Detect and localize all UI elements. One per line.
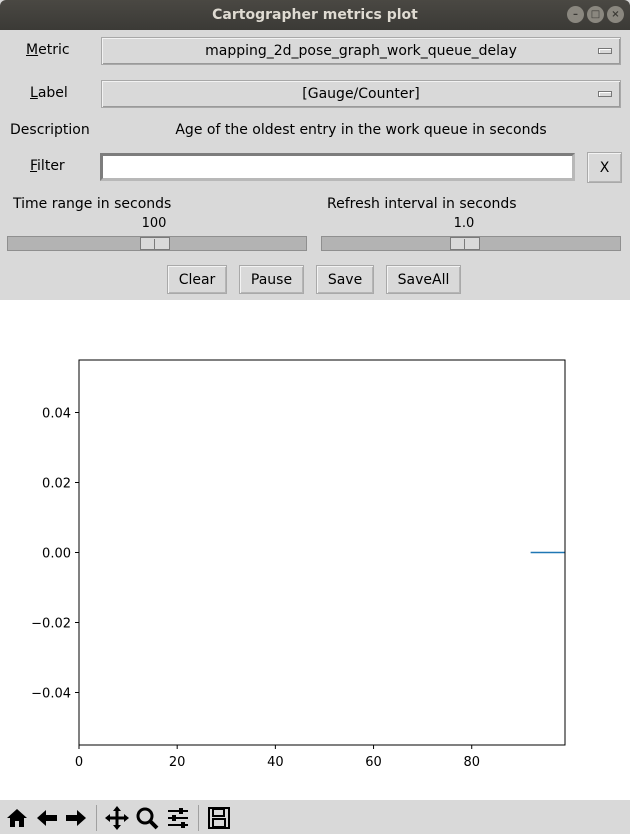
navigation-toolbar (0, 800, 630, 834)
pan-icon[interactable] (103, 804, 131, 832)
refresh-interval-slider[interactable] (321, 236, 621, 251)
zoom-icon[interactable] (133, 804, 161, 832)
time-range-slider-handle[interactable] (140, 237, 170, 250)
label-label: Label (30, 85, 68, 101)
y-tick-label: 0.02 (42, 477, 71, 492)
maximize-icon[interactable]: □ (587, 6, 604, 23)
minimize-icon[interactable]: – (567, 6, 584, 23)
x-tick-label: 80 (463, 755, 480, 770)
window-title: Cartographer metrics plot (212, 7, 418, 23)
filter-input[interactable] (100, 153, 575, 181)
close-icon[interactable]: × (607, 6, 624, 23)
metric-select-value: mapping_2d_pose_graph_work_queue_delay (205, 43, 517, 59)
configure-subplots-icon[interactable] (164, 804, 192, 832)
filter-clear-button[interactable]: X (587, 152, 622, 183)
refresh-interval-value: 1.0 (453, 216, 475, 231)
back-icon[interactable] (33, 804, 61, 832)
x-tick-label: 0 (75, 755, 83, 770)
y-tick-label: 0.00 (42, 547, 71, 562)
time-range-value: 100 (141, 216, 167, 231)
window-controls: – □ × (567, 6, 624, 23)
time-range-label: Time range in seconds (13, 196, 172, 212)
axes-frame (78, 359, 566, 746)
home-icon[interactable] (3, 804, 31, 832)
time-range-slider[interactable] (7, 236, 307, 251)
x-tick-label: 60 (365, 755, 382, 770)
refresh-interval-slider-handle[interactable] (450, 237, 480, 250)
x-tick-label: 20 (169, 755, 186, 770)
filter-label: Filter (30, 158, 65, 174)
metric-select[interactable]: mapping_2d_pose_graph_work_queue_delay (101, 37, 621, 65)
description-value: Age of the oldest entry in the work queu… (175, 122, 547, 138)
window-titlebar: Cartographer metrics plot – □ × (0, 0, 630, 30)
forward-icon[interactable] (62, 804, 90, 832)
x-tick-label: 40 (267, 755, 284, 770)
label-select-value: [Gauge/Counter] (302, 86, 420, 102)
label-select[interactable]: [Gauge/Counter] (101, 80, 621, 108)
save-figure-icon[interactable] (205, 804, 233, 832)
y-tick-label: −0.04 (31, 687, 71, 702)
pause-button[interactable]: Pause (239, 265, 304, 294)
dropdown-icon (598, 48, 612, 54)
clear-button[interactable]: Clear (167, 265, 227, 294)
plot-canvas[interactable]: 0 20 40 60 80 0.04 0.02 0.00 −0.02 −0.04 (0, 300, 630, 800)
metric-label: Metric (26, 42, 70, 58)
y-tick-label: 0.04 (42, 407, 71, 422)
description-label: Description (10, 122, 90, 138)
y-tick-label: −0.02 (31, 617, 71, 632)
toolbar-separator (96, 805, 97, 831)
toolbar-separator (198, 805, 199, 831)
saveall-button[interactable]: SaveAll (386, 265, 461, 294)
chart: 0 20 40 60 80 0.04 0.02 0.00 −0.02 −0.04 (31, 359, 566, 770)
save-button[interactable]: Save (316, 265, 374, 294)
refresh-interval-label: Refresh interval in seconds (327, 196, 517, 212)
dropdown-icon (598, 91, 612, 97)
